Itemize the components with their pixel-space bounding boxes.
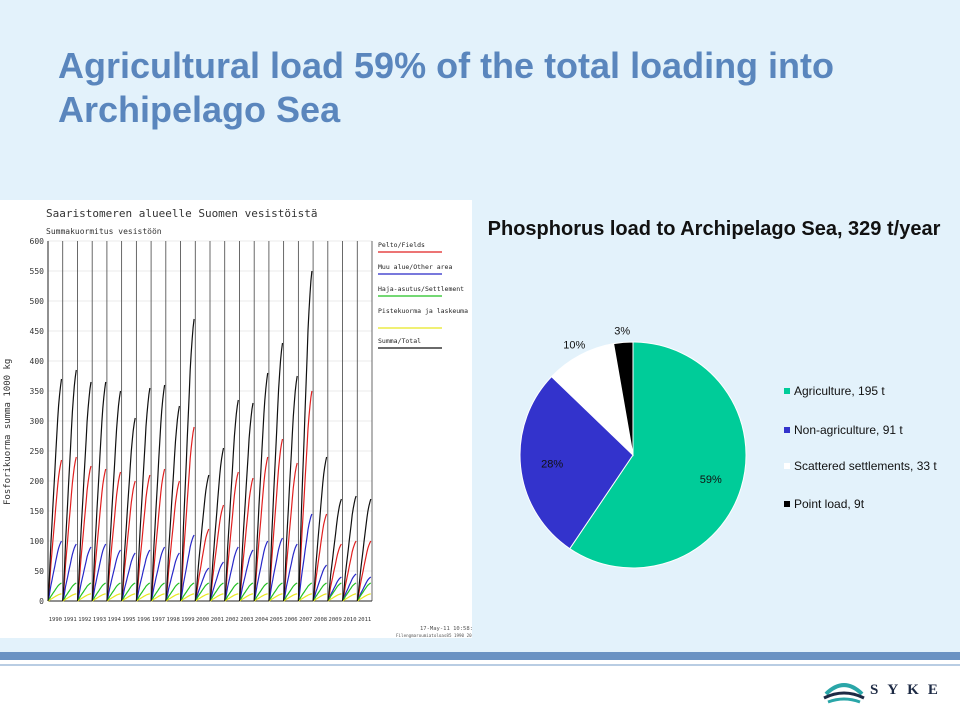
syke-logo: SYKE: [818, 672, 948, 712]
x-tick-label: 2001: [211, 617, 224, 623]
x-tick-label: 2007: [299, 617, 312, 623]
legend-item-agriculture: Agriculture, 195 t: [784, 384, 954, 398]
y-tick-label: 400: [30, 357, 45, 366]
x-tick-label: 2005: [270, 617, 283, 623]
pie-slice: [550, 343, 634, 457]
cumulative-load-svg: Saaristomeren alueelle Suomen vesistöist…: [3, 207, 485, 638]
footer-bar: [0, 652, 960, 660]
chart-title: Saaristomeren alueelle Suomen vesistöist…: [46, 207, 318, 220]
chart-subtitle: Summakuormitus vesistöön: [46, 227, 162, 236]
legend-label: Haja-asutus/Settlement: [378, 285, 464, 293]
legend-label: Pelto/Fields: [378, 241, 425, 249]
x-tick-label: 1998: [167, 617, 180, 623]
series-line: [47, 582, 372, 602]
legend-entry: Summa/Total: [378, 337, 442, 349]
pie-slice: [569, 341, 747, 569]
legend-label: Pistekuorma ja laskeuma: [378, 307, 468, 315]
footer-line: [0, 664, 960, 666]
legend-label: Scattered settlements, 33 t: [794, 459, 937, 473]
syke-logo-text: SYKE: [870, 682, 947, 698]
x-tick-label: 2011: [358, 617, 371, 623]
legend-item-non-agriculture: Non-agriculture, 91 t: [784, 423, 954, 437]
y-tick-label: 50: [34, 567, 44, 576]
x-tick-label: 1994: [108, 617, 122, 623]
x-tick-label: 1993: [93, 617, 106, 623]
pie-slice-label: 59%: [700, 474, 722, 486]
legend-entry: Pelto/Fields: [378, 241, 442, 253]
y-axis-label: Fosforikuorma summa 1000 kg: [3, 359, 13, 505]
series-line: [47, 270, 372, 602]
x-tick-label: 1991: [63, 617, 76, 623]
pie-slice-label: 10%: [563, 340, 585, 352]
legend-item-scattered-settlements: Scattered settlements, 33 t: [784, 459, 944, 473]
pie-slice: [613, 341, 634, 456]
pie-title: Phosphorus load to Archipelago Sea, 329 …: [487, 218, 941, 240]
x-tick-label: 2006: [284, 617, 297, 623]
syke-logo-icon: [823, 683, 865, 704]
legend-entry: Haja-asutus/Settlement: [378, 285, 464, 297]
pie-slice-label: 28%: [541, 459, 563, 471]
y-tick-label: 550: [30, 267, 45, 276]
cumulative-load-chart: Saaristomeren alueelle Suomen vesistöist…: [0, 200, 485, 638]
y-tick-label: 450: [30, 327, 45, 336]
pie-slice: [519, 375, 634, 550]
chart-footnote: Filengmaroumiatoloas85 1990 2011.ws: [396, 633, 472, 638]
x-tick-label: 2004: [255, 617, 269, 623]
chart-timestamp: 17-May-11 10:58:54: [420, 626, 472, 632]
x-tick-label: 1999: [181, 617, 194, 623]
pie-slice-label: 3%: [614, 326, 630, 338]
series-line: [47, 593, 371, 602]
y-tick-label: 350: [30, 387, 45, 396]
legend-entry: Pistekuorma ja laskeuma: [378, 307, 468, 329]
y-tick-label: 250: [30, 447, 45, 456]
y-tick-label: 150: [30, 507, 45, 516]
x-tick-label: 1996: [137, 617, 150, 623]
x-tick-label: 2002: [225, 617, 238, 623]
series-line: [47, 513, 372, 602]
y-tick-label: 600: [30, 237, 45, 246]
legend-item-point-load: Point load, 9t: [784, 497, 954, 511]
legend-label: Non-agriculture, 91 t: [794, 423, 903, 437]
y-tick-label: 100: [30, 537, 45, 546]
x-tick-label: 1990: [49, 617, 62, 623]
legend-swatch: [784, 427, 790, 433]
legend-entry: Muu alue/Other area: [378, 263, 452, 275]
x-tick-label: 2003: [240, 617, 253, 623]
y-tick-label: 200: [30, 477, 45, 486]
pie-svg: 59% 28% 10% 3%: [519, 326, 747, 569]
legend-swatch: [784, 388, 790, 394]
x-tick-label: 2009: [329, 617, 342, 623]
legend-swatch: [784, 501, 790, 507]
y-tick-label: 500: [30, 297, 45, 306]
series-line: [47, 390, 372, 602]
x-tick-label: 1997: [152, 617, 165, 623]
legend-label: Muu alue/Other area: [378, 263, 452, 271]
x-tick-label: 2000: [196, 617, 209, 623]
y-tick-label: 300: [30, 417, 45, 426]
phosphorus-pie-chart: 59% 28% 10% 3% Phosphorus load to Archipela…: [480, 200, 940, 640]
legend-label: Agriculture, 195 t: [794, 384, 885, 398]
slide-title: Agricultural load 59% of the total loadi…: [58, 45, 835, 130]
x-tick-label: 1995: [122, 617, 135, 623]
legend-label: Point load, 9t: [794, 497, 865, 511]
x-tick-label: 2008: [314, 617, 327, 623]
y-tick-label: 0: [39, 597, 44, 606]
legend-swatch: [784, 463, 790, 469]
x-tick-label: 1992: [78, 617, 91, 623]
legend-label: Summa/Total: [378, 337, 421, 345]
x-tick-label: 2010: [343, 617, 356, 623]
